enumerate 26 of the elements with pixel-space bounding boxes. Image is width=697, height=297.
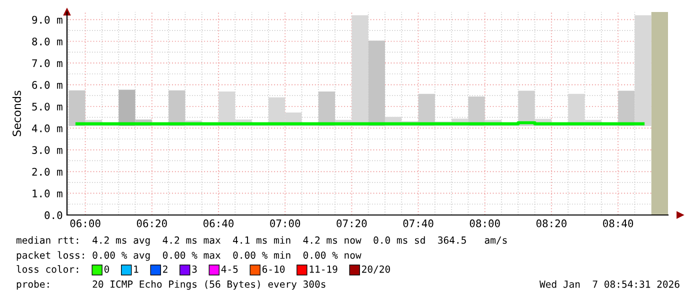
y-tick-label: 6.0 m	[32, 80, 62, 89]
x-tick-label: 07:20	[336, 219, 367, 228]
x-tick-label: 08:00	[470, 219, 500, 228]
y-tick-label: 5.0 m	[32, 102, 62, 111]
y-tick-label: 7.0 m	[32, 59, 62, 68]
x-tick-label: 06:40	[204, 219, 234, 228]
x-tick-label: 07:00	[270, 219, 300, 228]
x-tick-label: 06:20	[136, 219, 167, 228]
bar	[118, 90, 136, 126]
x-tick-label: 08:20	[536, 219, 566, 228]
y-tick-label: 1.0 m	[32, 190, 62, 198]
text: probe: 20 ICMP Echo Pings (56 Bytes) every 300s	[16, 280, 326, 290]
x-tick-label: 07:40	[403, 219, 434, 228]
y-tick-label: 2.0 m	[32, 168, 62, 176]
y-tick-label: 3.0 m	[32, 146, 62, 154]
text: median rtt: 4.2 ms avg 4.2 ms max 4.1 ms min 4.2 ms now 0.0 ms sd 364.5 am/s	[16, 236, 507, 246]
y-tick-label: 8.0 m	[32, 38, 62, 46]
y-axis-title: Seconds	[12, 90, 21, 136]
y-tick-label: 4.0 m	[32, 124, 62, 132]
y-tick-label: 9.0 m	[32, 16, 62, 24]
text: loss color: 0 1 2 3 4-5 6-10 11-19 20/20	[16, 265, 390, 274]
x-tick-label: 06:00	[70, 219, 100, 228]
text: Wed Jan 7 08:54:31 2026	[540, 280, 680, 288]
y-tick-label: 0.0	[44, 211, 62, 220]
x-tick-label: 08:40	[603, 219, 634, 228]
text: packet loss: 0.00 % avg 0.00 % max 0.00 % min 0.00 % now	[16, 251, 362, 261]
